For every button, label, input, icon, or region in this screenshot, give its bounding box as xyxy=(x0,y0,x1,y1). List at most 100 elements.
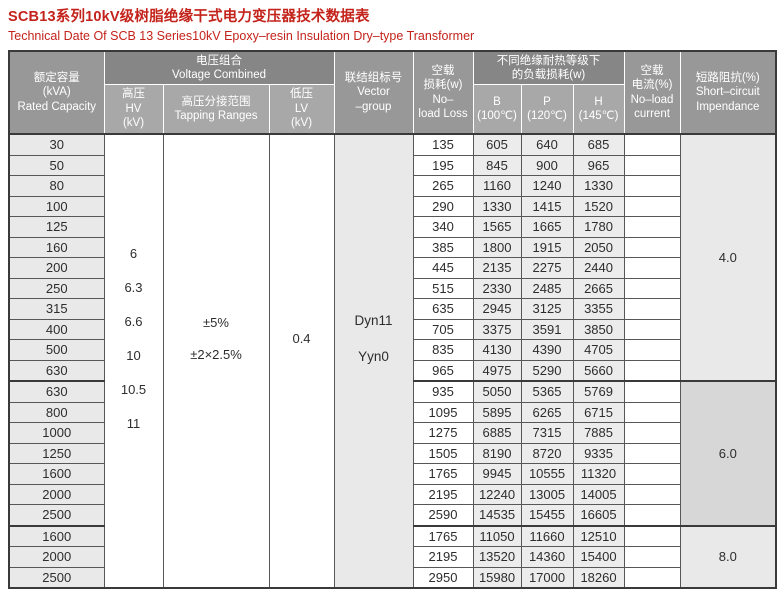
table-row: 400 705 3375 3591 3850 xyxy=(8,318,776,340)
table-row: 1000 1275 6885 7315 7885 xyxy=(8,422,776,444)
loss-b-cell: 4130 xyxy=(472,339,522,361)
kva-cell: 800 xyxy=(8,401,105,423)
tapping-value: ±2×2.5% xyxy=(190,347,242,362)
noload-loss-cell: 1095 xyxy=(412,401,474,423)
noload-current-cell xyxy=(623,236,681,258)
loss-h-cell: 3355 xyxy=(572,298,625,320)
noload-loss-cell: 515 xyxy=(412,277,474,299)
loss-p-cell: 11660 xyxy=(520,524,574,547)
header-tapping-ranges: 高压分接范围 Tapping Ranges xyxy=(162,84,270,135)
header-load-loss-group: 不同绝缘耐热等级下 的负载损耗(w) xyxy=(472,50,625,85)
kva-cell: 30 xyxy=(8,133,105,156)
noload-current-cell xyxy=(623,442,681,464)
hv-value: 6 xyxy=(129,246,138,261)
kva-cell: 2000 xyxy=(8,546,105,568)
loss-h-cell: 15400 xyxy=(572,546,625,568)
kva-cell: 1600 xyxy=(8,524,105,547)
kva-cell: 2500 xyxy=(8,504,105,526)
noload-current-cell xyxy=(623,422,681,444)
loss-b-cell: 4975 xyxy=(472,359,522,382)
loss-b-cell: 5050 xyxy=(472,380,522,403)
loss-p-cell: 10555 xyxy=(520,463,574,485)
loss-b-cell: 2945 xyxy=(472,298,522,320)
loss-b-cell: 13520 xyxy=(472,546,522,568)
loss-h-cell: 5769 xyxy=(572,380,625,403)
header-voltage-combined: 电压组合 Voltage Combined xyxy=(103,50,335,85)
loss-h-cell: 12510 xyxy=(572,524,625,547)
noload-loss-cell: 340 xyxy=(412,216,474,238)
loss-h-cell: 14005 xyxy=(572,483,625,505)
loss-p-cell: 5290 xyxy=(520,359,574,382)
table-row: 2000 2195 12240 13005 14005 xyxy=(8,483,776,505)
loss-b-cell: 605 xyxy=(472,133,522,156)
header-vector-group: 联结组标号 Vector –group xyxy=(333,50,414,135)
loss-b-cell: 15980 xyxy=(472,566,522,589)
header-loss-p: P (120℃) xyxy=(520,84,574,135)
loss-h-cell: 1520 xyxy=(572,195,625,217)
noload-loss-cell: 2590 xyxy=(412,504,474,526)
noload-loss-cell: 290 xyxy=(412,195,474,217)
noload-current-cell xyxy=(623,175,681,197)
header-impedance: 短路阻抗(%) Short–circuit Impendance xyxy=(679,50,777,135)
noload-current-cell xyxy=(623,504,681,526)
loss-h-cell: 6715 xyxy=(572,401,625,423)
vector-value: Dyn11 xyxy=(354,313,393,328)
loss-p-cell: 1415 xyxy=(520,195,574,217)
hv-value: 11 xyxy=(126,416,141,431)
loss-h-cell: 5660 xyxy=(572,359,625,382)
tapping-ranges-cell: ±5% ±2×2.5% xyxy=(162,133,270,589)
noload-current-cell xyxy=(623,566,681,589)
kva-cell: 125 xyxy=(8,216,105,238)
header-lv: 低压 LV (kV) xyxy=(268,84,335,135)
loss-p-cell: 640 xyxy=(520,133,574,156)
noload-current-cell xyxy=(623,318,681,340)
kva-cell: 315 xyxy=(8,298,105,320)
noload-loss-cell: 835 xyxy=(412,339,474,361)
vector-group-cell: Dyn11 Yyn0 xyxy=(333,133,414,589)
table-row: 1250 1505 8190 8720 9335 xyxy=(8,442,776,464)
kva-cell: 500 xyxy=(8,339,105,361)
kva-cell: 200 xyxy=(8,257,105,279)
loss-h-cell: 7885 xyxy=(572,422,625,444)
impedance-cell: 8.0 xyxy=(679,524,777,589)
noload-current-cell xyxy=(623,298,681,320)
loss-p-cell: 3125 xyxy=(520,298,574,320)
loss-b-cell: 8190 xyxy=(472,442,522,464)
loss-h-cell: 16605 xyxy=(572,504,625,526)
kva-cell: 1600 xyxy=(8,463,105,485)
loss-b-cell: 845 xyxy=(472,154,522,176)
loss-p-cell: 900 xyxy=(520,154,574,176)
noload-loss-cell: 135 xyxy=(412,133,474,156)
noload-loss-cell: 265 xyxy=(412,175,474,197)
kva-cell: 250 xyxy=(8,277,105,299)
loss-h-cell: 9335 xyxy=(572,442,625,464)
loss-b-cell: 12240 xyxy=(472,483,522,505)
noload-loss-cell: 385 xyxy=(412,236,474,258)
noload-current-cell xyxy=(623,463,681,485)
header-loss-h: H (145℃) xyxy=(572,84,625,135)
noload-current-cell xyxy=(623,483,681,505)
noload-loss-cell: 2950 xyxy=(412,566,474,589)
table-row: 315 635 2945 3125 3355 xyxy=(8,298,776,320)
noload-loss-cell: 1505 xyxy=(412,442,474,464)
hv-value: 6.6 xyxy=(124,314,143,329)
loss-b-cell: 1565 xyxy=(472,216,522,238)
loss-b-cell: 1330 xyxy=(472,195,522,217)
loss-b-cell: 11050 xyxy=(472,524,522,547)
noload-loss-cell: 2195 xyxy=(412,546,474,568)
noload-current-cell xyxy=(623,359,681,382)
noload-current-cell xyxy=(623,257,681,279)
header-noload-loss: 空载 损耗(w) No– load Loss xyxy=(412,50,474,135)
loss-h-cell: 4705 xyxy=(572,339,625,361)
vector-value: Yyn0 xyxy=(358,349,389,364)
page-title: SCB13系列10kV级树脂绝缘干式电力变压器技术数据表 xyxy=(8,9,370,25)
loss-h-cell: 3850 xyxy=(572,318,625,340)
kva-cell: 1250 xyxy=(8,442,105,464)
loss-b-cell: 14535 xyxy=(472,504,522,526)
loss-p-cell: 6265 xyxy=(520,401,574,423)
hv-value: 10 xyxy=(126,348,141,363)
loss-p-cell: 7315 xyxy=(520,422,574,444)
header-hv: 高压 HV (kV) xyxy=(103,84,164,135)
loss-p-cell: 3591 xyxy=(520,318,574,340)
table-row: 630 935 5050 5365 5769 6.0 xyxy=(8,380,777,526)
